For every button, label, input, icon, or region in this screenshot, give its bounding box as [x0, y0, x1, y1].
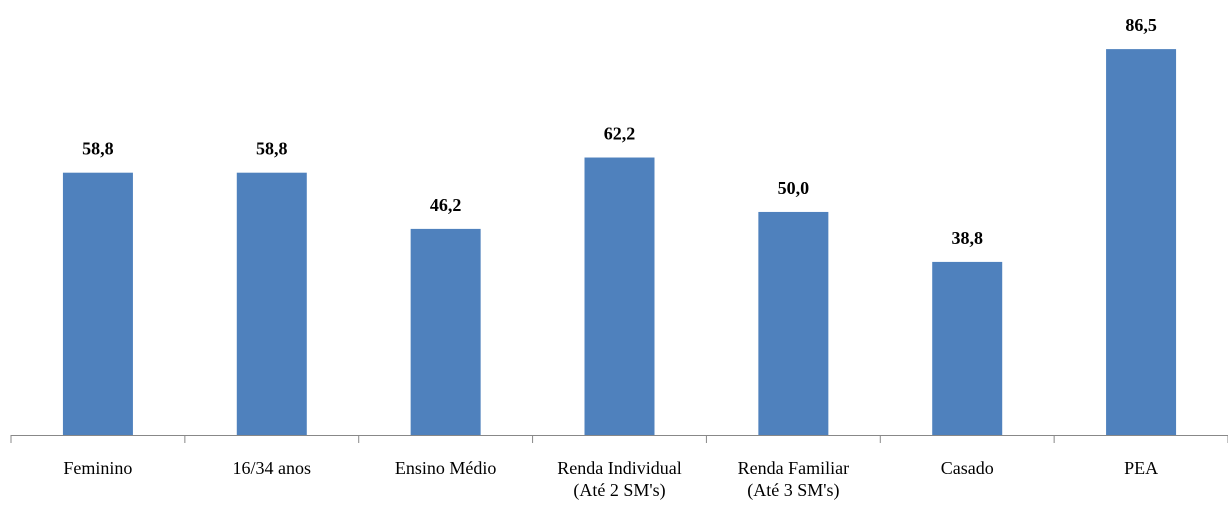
value-label: 46,2	[430, 195, 462, 215]
x-tick-label: Feminino	[63, 458, 132, 478]
bar	[62, 172, 133, 436]
x-tick-label-line: (Até 3 SM's)	[747, 480, 839, 501]
value-label: 50,0	[778, 178, 810, 198]
x-tick-label: Casado	[941, 458, 994, 478]
bar	[758, 211, 829, 435]
x-tick-label: 16/34 anos	[233, 458, 312, 478]
value-label: 62,2	[604, 124, 636, 144]
value-label: 58,8	[256, 139, 288, 159]
x-tick-label-line: Renda Individual	[557, 458, 681, 478]
value-label: 86,5	[1125, 15, 1157, 35]
bar	[1106, 49, 1177, 435]
x-tick-label-line: Ensino Médio	[395, 458, 497, 478]
x-tick-label-line: 16/34 anos	[233, 458, 312, 478]
x-tick-label: Renda Individual (Até 2 SM's)	[557, 458, 681, 501]
x-tick-label-line: (Até 2 SM's)	[573, 480, 665, 501]
bar	[410, 228, 481, 435]
value-label: 58,8	[82, 139, 114, 159]
x-tick-label-line: Casado	[941, 458, 994, 478]
x-tick-label-line: Renda Familiar	[738, 458, 849, 478]
bar	[584, 157, 655, 435]
bar	[236, 172, 307, 436]
x-tick-label-line: Feminino	[63, 458, 132, 478]
x-tick-label-line: PEA	[1124, 458, 1158, 478]
x-tick-label: PEA	[1124, 458, 1158, 478]
x-tick-label: Ensino Médio	[395, 458, 497, 478]
x-tick-label: Renda Familiar (Até 3 SM's)	[738, 458, 849, 501]
bar	[932, 261, 1003, 435]
value-label: 38,8	[951, 228, 983, 248]
